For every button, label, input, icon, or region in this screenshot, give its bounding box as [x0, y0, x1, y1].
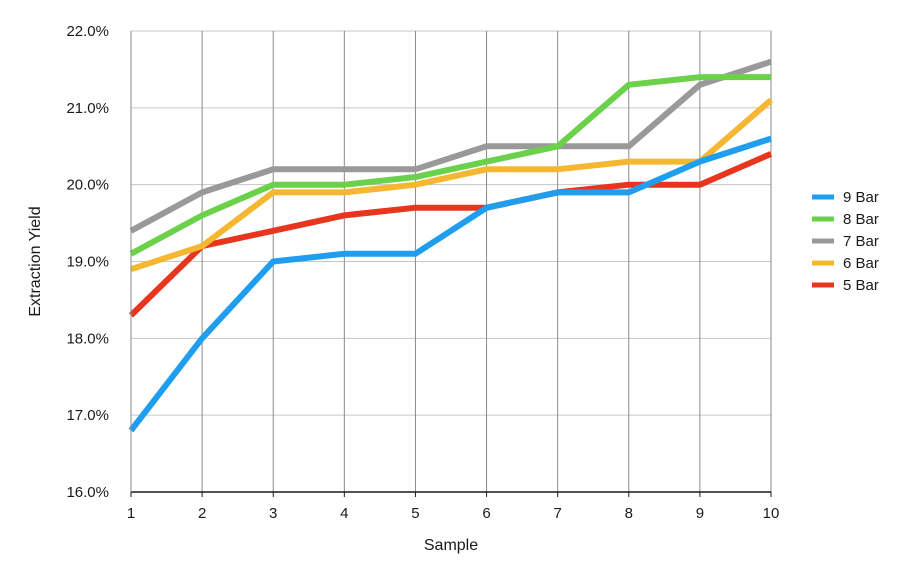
x-tick-label: 3 [269, 505, 277, 522]
legend-label-5-bar: 5 Bar [843, 277, 879, 294]
x-tick-label: 2 [198, 505, 206, 522]
y-axis-ticks: 16.0% 17.0% 18.0% 19.0% 20.0% 21.0% 22.0% [66, 23, 109, 501]
y-tick-label: 19.0% [66, 254, 109, 271]
legend-label-7-bar: 7 Bar [843, 233, 879, 250]
y-tick-label: 16.0% [66, 484, 109, 501]
y-tick-label: 22.0% [66, 23, 109, 40]
x-tick-label: 10 [763, 505, 780, 522]
y-tick-label: 17.0% [66, 407, 109, 424]
y-tick-label: 21.0% [66, 100, 109, 117]
x-tick-label: 7 [553, 505, 561, 522]
y-tick-label: 20.0% [66, 177, 109, 194]
x-tick-label: 6 [482, 505, 490, 522]
y-axis-title: Extraction Yield [27, 206, 44, 316]
series-lines [131, 62, 771, 431]
grid-lines [131, 31, 771, 492]
x-tick-label: 8 [625, 505, 633, 522]
x-tick-label: 9 [696, 505, 704, 522]
legend: 9 Bar 8 Bar 7 Bar 6 Bar 5 Bar [812, 189, 879, 294]
x-axis-ticks: 1 2 3 4 5 6 7 8 9 10 [127, 492, 780, 522]
x-tick-label: 5 [411, 505, 419, 522]
x-axis-title: Sample [424, 537, 478, 554]
x-tick-label: 4 [340, 505, 348, 522]
legend-label-6-bar: 6 Bar [843, 255, 879, 272]
legend-label-8-bar: 8 Bar [843, 211, 879, 228]
legend-label-9-bar: 9 Bar [843, 189, 879, 206]
y-tick-label: 18.0% [66, 330, 109, 347]
x-tick-label: 1 [127, 505, 135, 522]
